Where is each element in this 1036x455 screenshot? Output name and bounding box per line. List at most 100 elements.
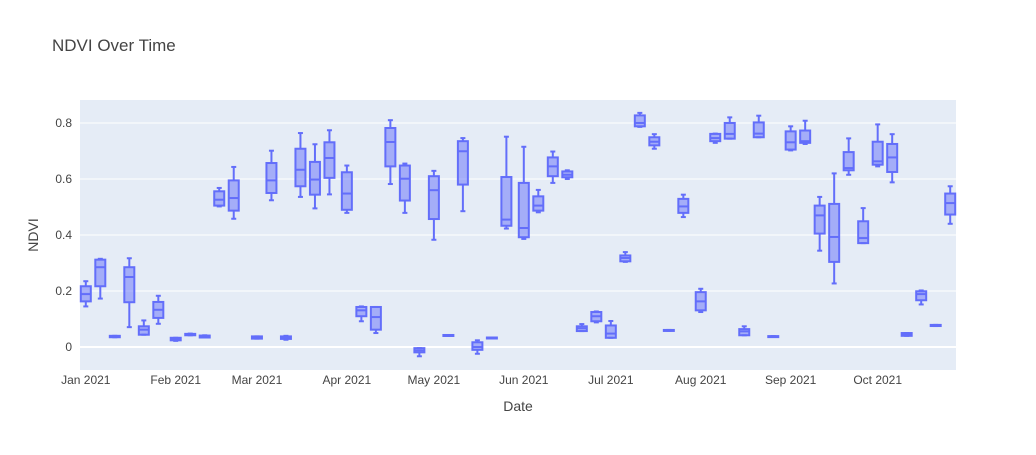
box-2021-02-16 xyxy=(213,186,226,208)
box-2021-03-06 xyxy=(265,149,278,202)
box-iqr xyxy=(213,190,226,207)
x-tick-label: Oct 2021 xyxy=(853,373,902,387)
box-iqr xyxy=(294,147,307,188)
box-iqr xyxy=(355,305,368,318)
box-iqr xyxy=(828,202,841,263)
box-2021-04-01 xyxy=(340,164,353,214)
box-iqr xyxy=(308,160,321,196)
box-2021-06-16 xyxy=(561,169,574,180)
box-2021-09-01 xyxy=(784,125,797,152)
x-tick-label: Feb 2021 xyxy=(150,373,201,387)
box-iqr xyxy=(532,195,545,212)
box-iqr xyxy=(842,151,855,172)
box-iqr xyxy=(323,141,336,179)
box-iqr xyxy=(871,140,884,166)
box-2021-08-06 xyxy=(709,132,722,144)
box-iqr xyxy=(500,176,513,227)
box-2021-03-01 xyxy=(250,335,263,340)
box-2021-03-21 xyxy=(308,143,321,210)
box-2021-08-01 xyxy=(694,287,707,314)
box-2021-04-21 xyxy=(398,162,411,214)
box-2021-05-16 xyxy=(471,339,484,355)
box-iqr xyxy=(604,324,617,339)
box-2021-07-06 xyxy=(619,251,632,263)
box-2021-03-26 xyxy=(323,129,336,196)
box-2021-10-01 xyxy=(871,123,884,168)
y-axis-title: NDVI xyxy=(25,218,41,251)
box-2021-04-26 xyxy=(413,347,426,358)
x-axis-title: Date xyxy=(503,398,533,414)
box-2021-07-01 xyxy=(604,319,617,339)
box-2021-08-26 xyxy=(767,335,780,339)
box-iqr xyxy=(752,121,765,139)
x-tick-label: Jan 2021 xyxy=(61,373,111,387)
box-2021-09-06 xyxy=(799,119,812,145)
box-2021-05-26 xyxy=(500,135,513,230)
box-2021-02-21 xyxy=(227,165,240,220)
y-tick-label: 0.6 xyxy=(55,172,72,186)
box-2021-05-06 xyxy=(442,333,455,337)
y-tick-label: 0.2 xyxy=(55,284,72,298)
box-2021-06-21 xyxy=(575,323,588,333)
box-iqr xyxy=(633,114,646,128)
box-2021-10-21 xyxy=(929,323,942,328)
box-iqr xyxy=(384,127,397,168)
x-tick-label: Sep 2021 xyxy=(765,373,817,387)
box-iqr xyxy=(857,220,870,245)
y-tick-label: 0.8 xyxy=(55,116,72,130)
box-2021-06-06 xyxy=(532,188,545,214)
box-2021-06-26 xyxy=(590,310,603,324)
box-2021-09-16 xyxy=(828,172,841,285)
box-2021-07-11 xyxy=(633,111,646,128)
box-2021-06-01 xyxy=(517,145,530,240)
box-2021-01-16 xyxy=(123,257,136,329)
box-iqr xyxy=(123,266,136,304)
box-iqr xyxy=(915,290,928,302)
box-2021-02-11 xyxy=(198,334,211,339)
box-2021-05-01 xyxy=(427,169,440,241)
box-2021-03-11 xyxy=(279,334,292,341)
y-tick-label: 0.4 xyxy=(55,228,72,242)
box-iqr xyxy=(517,181,530,239)
box-2021-09-26 xyxy=(857,207,870,245)
box-2021-05-11 xyxy=(456,137,469,213)
box-iqr xyxy=(456,140,469,186)
box-2021-01-06 xyxy=(94,257,107,300)
x-tick-label: Jul 2021 xyxy=(588,373,634,387)
box-2021-04-16 xyxy=(384,119,397,186)
box-iqr xyxy=(799,129,812,144)
box-iqr xyxy=(227,179,240,212)
box-iqr xyxy=(723,121,736,140)
x-tick-label: Mar 2021 xyxy=(232,373,283,387)
box-iqr xyxy=(784,130,797,151)
box-2021-07-26 xyxy=(677,193,690,219)
x-tick-label: Apr 2021 xyxy=(323,373,372,387)
box-iqr xyxy=(369,305,382,331)
box-2021-01-01 xyxy=(79,280,92,308)
box-2021-02-01 xyxy=(169,336,182,342)
box-iqr xyxy=(265,162,278,194)
x-tick-label: Jun 2021 xyxy=(499,373,549,387)
box-iqr xyxy=(427,175,440,221)
box-2021-08-11 xyxy=(723,116,736,140)
box-2021-04-06 xyxy=(355,305,368,323)
y-tick-label: 0 xyxy=(65,340,72,354)
box-2021-05-21 xyxy=(485,336,498,340)
box-iqr xyxy=(398,164,411,202)
box-2021-10-26 xyxy=(944,185,957,225)
box-2021-10-11 xyxy=(900,332,913,337)
box-2021-01-11 xyxy=(108,334,121,339)
chart-title: NDVI Over Time xyxy=(52,36,176,55)
box-2021-07-21 xyxy=(662,328,675,332)
box-2021-09-11 xyxy=(813,195,826,252)
box-2021-04-11 xyxy=(369,305,382,335)
box-2021-03-16 xyxy=(294,132,307,198)
box-iqr xyxy=(94,258,107,288)
box-2021-06-11 xyxy=(546,150,559,184)
box-2021-09-21 xyxy=(842,137,855,176)
box-iqr xyxy=(813,204,826,235)
box-2021-08-16 xyxy=(738,325,751,337)
box-2021-07-16 xyxy=(648,133,661,150)
